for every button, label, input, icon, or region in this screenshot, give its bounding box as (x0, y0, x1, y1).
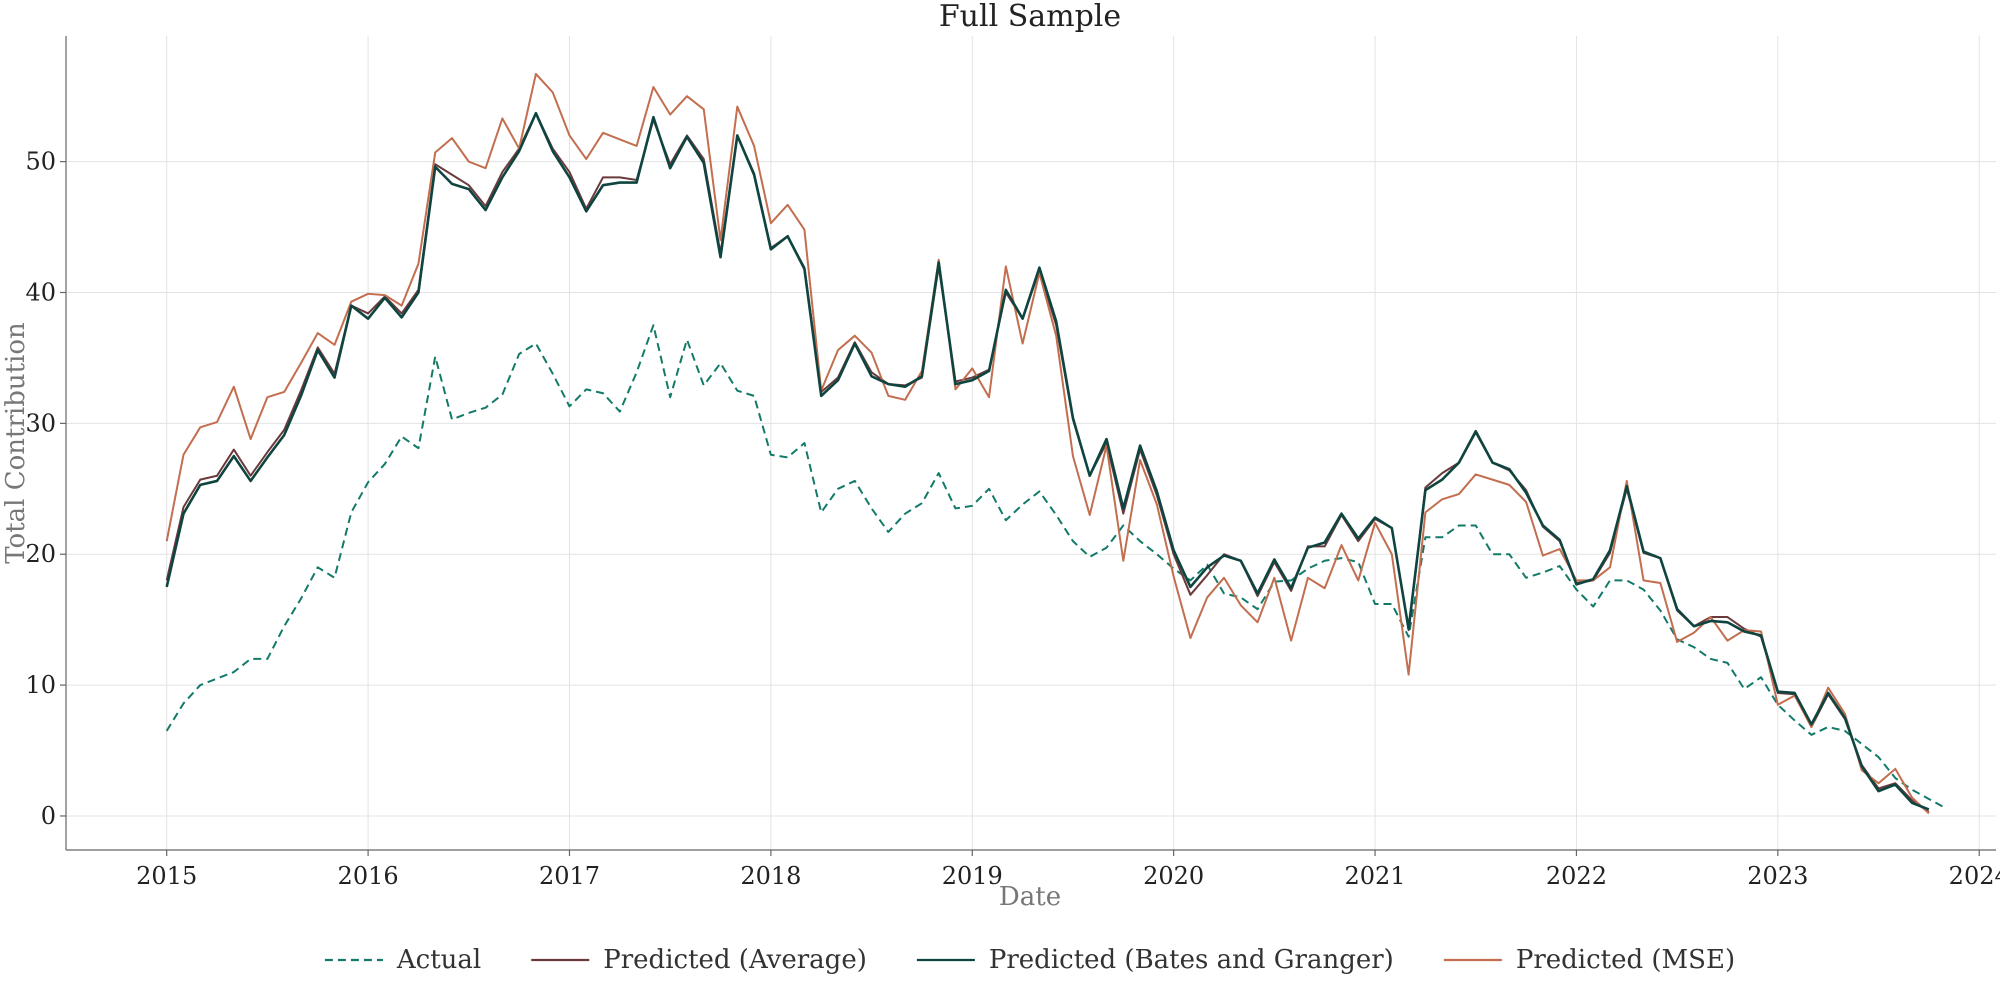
series-line-actual (165, 324, 1947, 809)
y-tick-label: 0 (41, 802, 56, 830)
legend-item: Predicted (Average) (531, 945, 867, 975)
x-tick-label: 2020 (1143, 862, 1204, 890)
legend-item: Actual (324, 945, 481, 975)
legend-item: Predicted (Bates and Granger) (916, 945, 1394, 975)
x-tick-label: 2023 (1747, 862, 1808, 890)
x-tick-label: 2015 (136, 862, 197, 890)
y-tick-label: 10 (25, 671, 56, 699)
x-tick-label: 2024 (1949, 862, 2000, 890)
series-line-predicted-bates-and-granger (165, 111, 1930, 811)
y-tick-label: 30 (25, 409, 56, 437)
x-tick-label: 2021 (1345, 862, 1406, 890)
legend-item: Predicted (MSE) (1443, 945, 1735, 975)
y-tick-label: 20 (25, 540, 56, 568)
grid-lines (66, 36, 1996, 850)
axes (60, 36, 1996, 856)
tick-labels: 2015 2016 2017 2018 2019 2020 2021 2022 2023 2024… (25, 148, 2000, 890)
x-tick-label: 2019 (942, 862, 1003, 890)
x-tick-label: 2016 (338, 862, 399, 890)
y-axis-label: Total Contribution (1, 322, 31, 564)
chart-title: Full Sample (939, 0, 1121, 34)
legend-label: Predicted (Bates and Granger) (989, 945, 1394, 975)
x-tick-label: 2018 (740, 862, 801, 890)
series-line-predicted-average (165, 112, 1930, 813)
legend-label: Actual (396, 945, 481, 975)
series-lines (165, 72, 1947, 815)
legend: Actual Predicted (Average) Predicted (Bate… (324, 945, 1735, 975)
legend-label: Predicted (Average) (603, 945, 867, 975)
legend-label: Predicted (MSE) (1516, 945, 1735, 975)
y-tick-label: 40 (25, 279, 56, 307)
x-tick-label: 2017 (539, 862, 600, 890)
y-tick-label: 50 (25, 148, 56, 176)
x-tick-label: 2022 (1546, 862, 1607, 890)
x-axis-label: Date (999, 882, 1061, 912)
series-line-predicted-mse (165, 72, 1930, 815)
